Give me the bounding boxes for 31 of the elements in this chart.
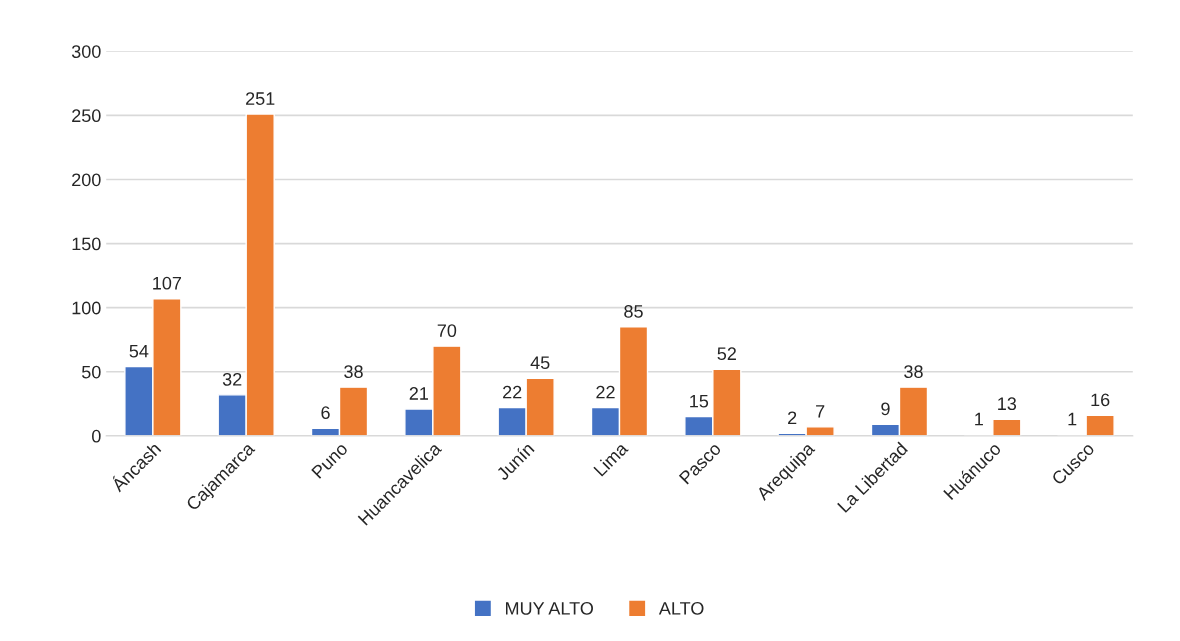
- data-label: 15: [690, 394, 709, 408]
- data-label: 1: [975, 412, 983, 426]
- data-label: 1: [1068, 412, 1077, 426]
- data-label: 107: [153, 276, 182, 290]
- legend-label: MUY ALTO: [506, 601, 593, 615]
- y-tick-label: 50: [81, 365, 101, 379]
- y-tick-label: 300: [71, 45, 101, 58]
- data-label: 32: [222, 372, 242, 386]
- data-label: 70: [437, 324, 457, 338]
- data-label: 38: [344, 365, 363, 379]
- data-label: 6: [321, 406, 330, 420]
- data-label: 16: [1091, 393, 1110, 407]
- y-tick-label: 200: [72, 173, 101, 187]
- data-label: 9: [881, 402, 890, 416]
- data-label: 7: [816, 405, 825, 418]
- data-label: 85: [624, 305, 643, 318]
- data-label: 251: [246, 92, 275, 105]
- y-tick-label: 250: [72, 109, 101, 123]
- data-label: 21: [409, 387, 429, 400]
- data-label: 22: [503, 385, 522, 399]
- y-tick-label: 100: [72, 301, 101, 315]
- data-label: 2: [788, 411, 797, 425]
- y-tick-label: 0: [92, 429, 101, 443]
- data-label: 22: [596, 385, 615, 399]
- data-label: 45: [530, 356, 550, 370]
- data-label: 38: [904, 365, 923, 379]
- data-label: 54: [129, 344, 149, 358]
- data-label: 13: [998, 397, 1017, 411]
- y-tick-label: 150: [72, 237, 101, 251]
- data-label: 52: [717, 347, 736, 361]
- legend-label: ALTO: [658, 601, 704, 615]
